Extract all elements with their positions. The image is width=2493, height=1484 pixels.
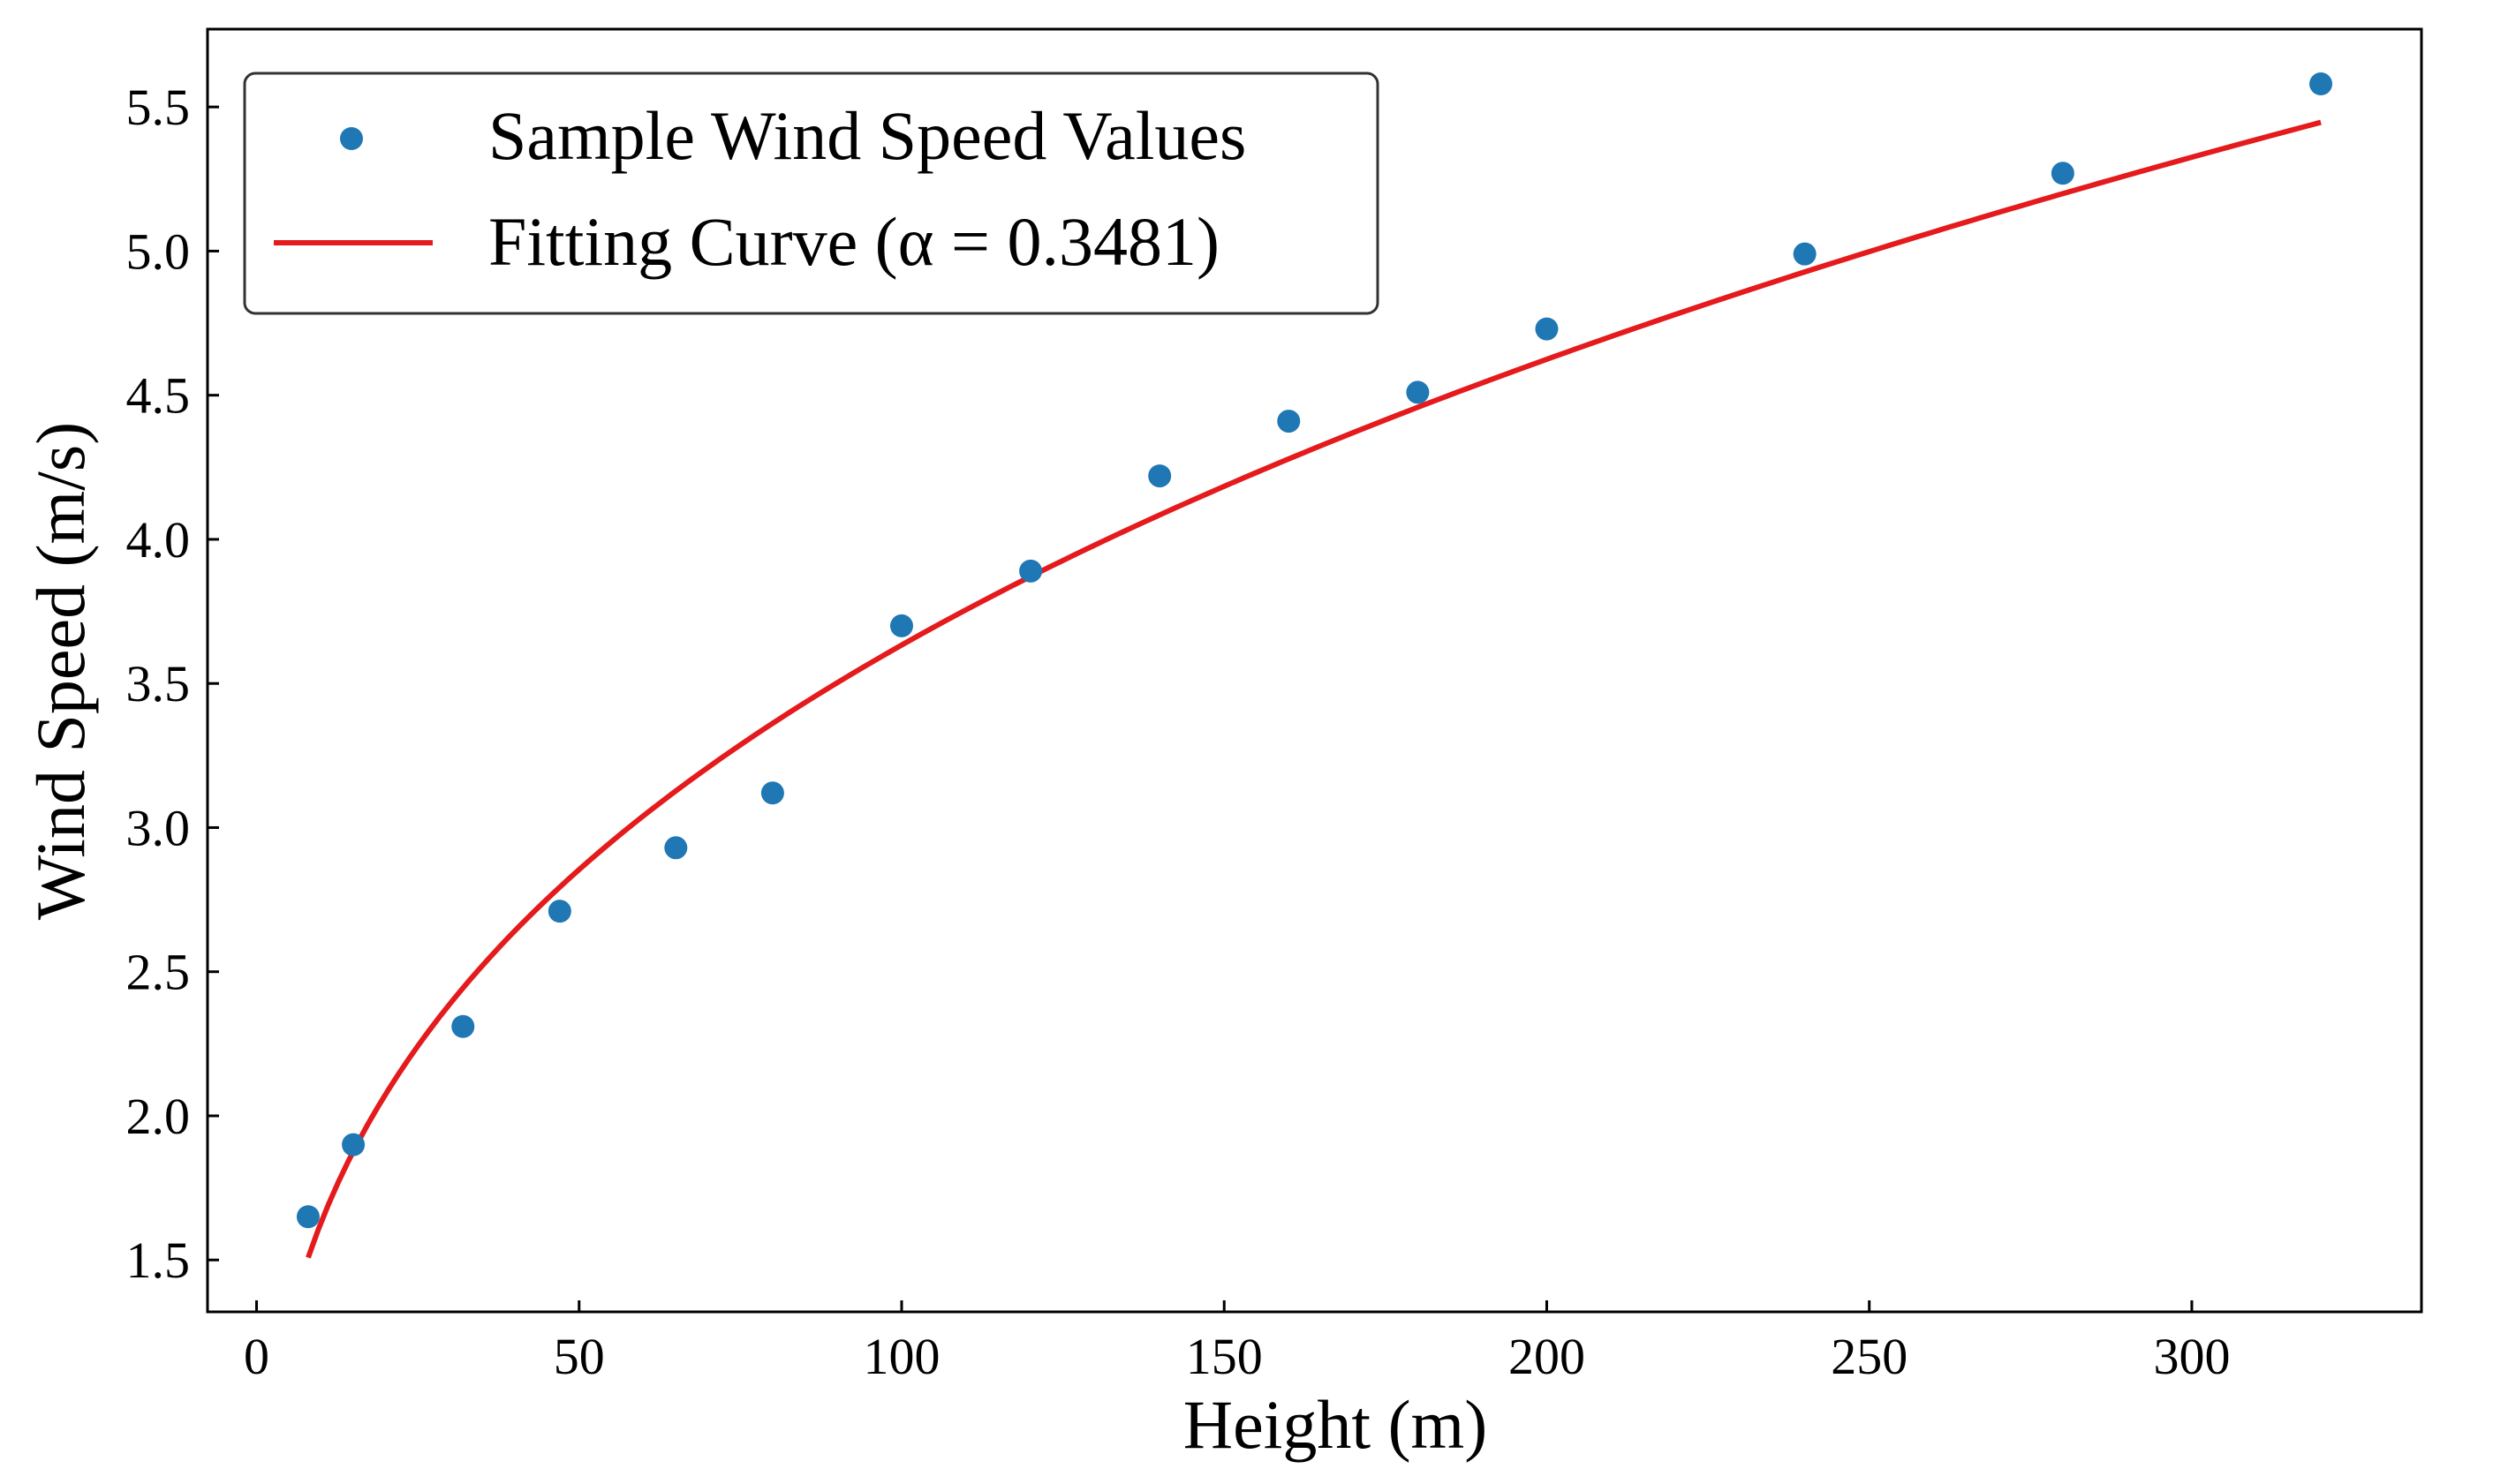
data-point	[2051, 162, 2074, 185]
data-point	[548, 900, 571, 923]
y-tick-label: 4.5	[126, 367, 191, 425]
y-tick-label: 4.0	[126, 511, 191, 569]
data-point	[760, 781, 784, 805]
fitting-curve-line	[306, 119, 2322, 1259]
y-axis-ticks: 1.5 2.0 2.5 3.0 3.5 4.0 4.5 5.0 5.5	[126, 79, 219, 1289]
data-point	[296, 1205, 320, 1229]
y-tick-label: 3.5	[126, 655, 191, 712]
legend-label-sample-points: Sample Wind Speed Values	[488, 97, 1246, 174]
data-point	[1019, 559, 1043, 583]
y-tick-label: 5.5	[126, 79, 191, 136]
x-tick-label: 150	[1186, 1328, 1263, 1385]
legend-box	[243, 72, 1379, 315]
data-point	[1535, 317, 1559, 341]
y-tick-label: 2.5	[126, 944, 191, 1001]
x-tick-label: 0	[244, 1328, 269, 1385]
x-tick-label: 50	[554, 1328, 605, 1385]
data-point	[1277, 410, 1301, 433]
y-tick-label: 2.0	[126, 1088, 191, 1145]
legend: Sample Wind Speed Values Fitting Curve (…	[243, 72, 1379, 315]
x-axis-label: Height (m)	[1183, 1386, 1487, 1463]
data-point	[451, 1014, 475, 1038]
legend-label-fitting-curve: Fitting Curve (α = 0.3481)	[488, 203, 1220, 280]
data-point	[1148, 464, 1172, 488]
x-axis-ticks: 0 50 100 150 200 250 300	[244, 1300, 2230, 1385]
data-point	[2309, 72, 2333, 96]
x-tick-label: 200	[1508, 1328, 1585, 1385]
x-tick-label: 250	[1831, 1328, 1908, 1385]
legend-marker-sample-points	[340, 127, 363, 150]
y-tick-label: 3.0	[126, 799, 191, 856]
plot-frame	[206, 27, 2423, 1314]
data-point	[1793, 242, 1817, 266]
data-point	[664, 836, 688, 860]
x-tick-label: 100	[863, 1328, 940, 1385]
y-tick-label: 1.5	[126, 1232, 191, 1289]
data-point	[1406, 380, 1430, 404]
sample-points	[296, 72, 2333, 1229]
data-point	[342, 1133, 366, 1156]
y-tick-label: 5.0	[126, 222, 191, 280]
data-point	[889, 614, 913, 637]
x-tick-label: 300	[2153, 1328, 2230, 1385]
y-axis-label: Wind Speed (m/s)	[22, 422, 99, 920]
